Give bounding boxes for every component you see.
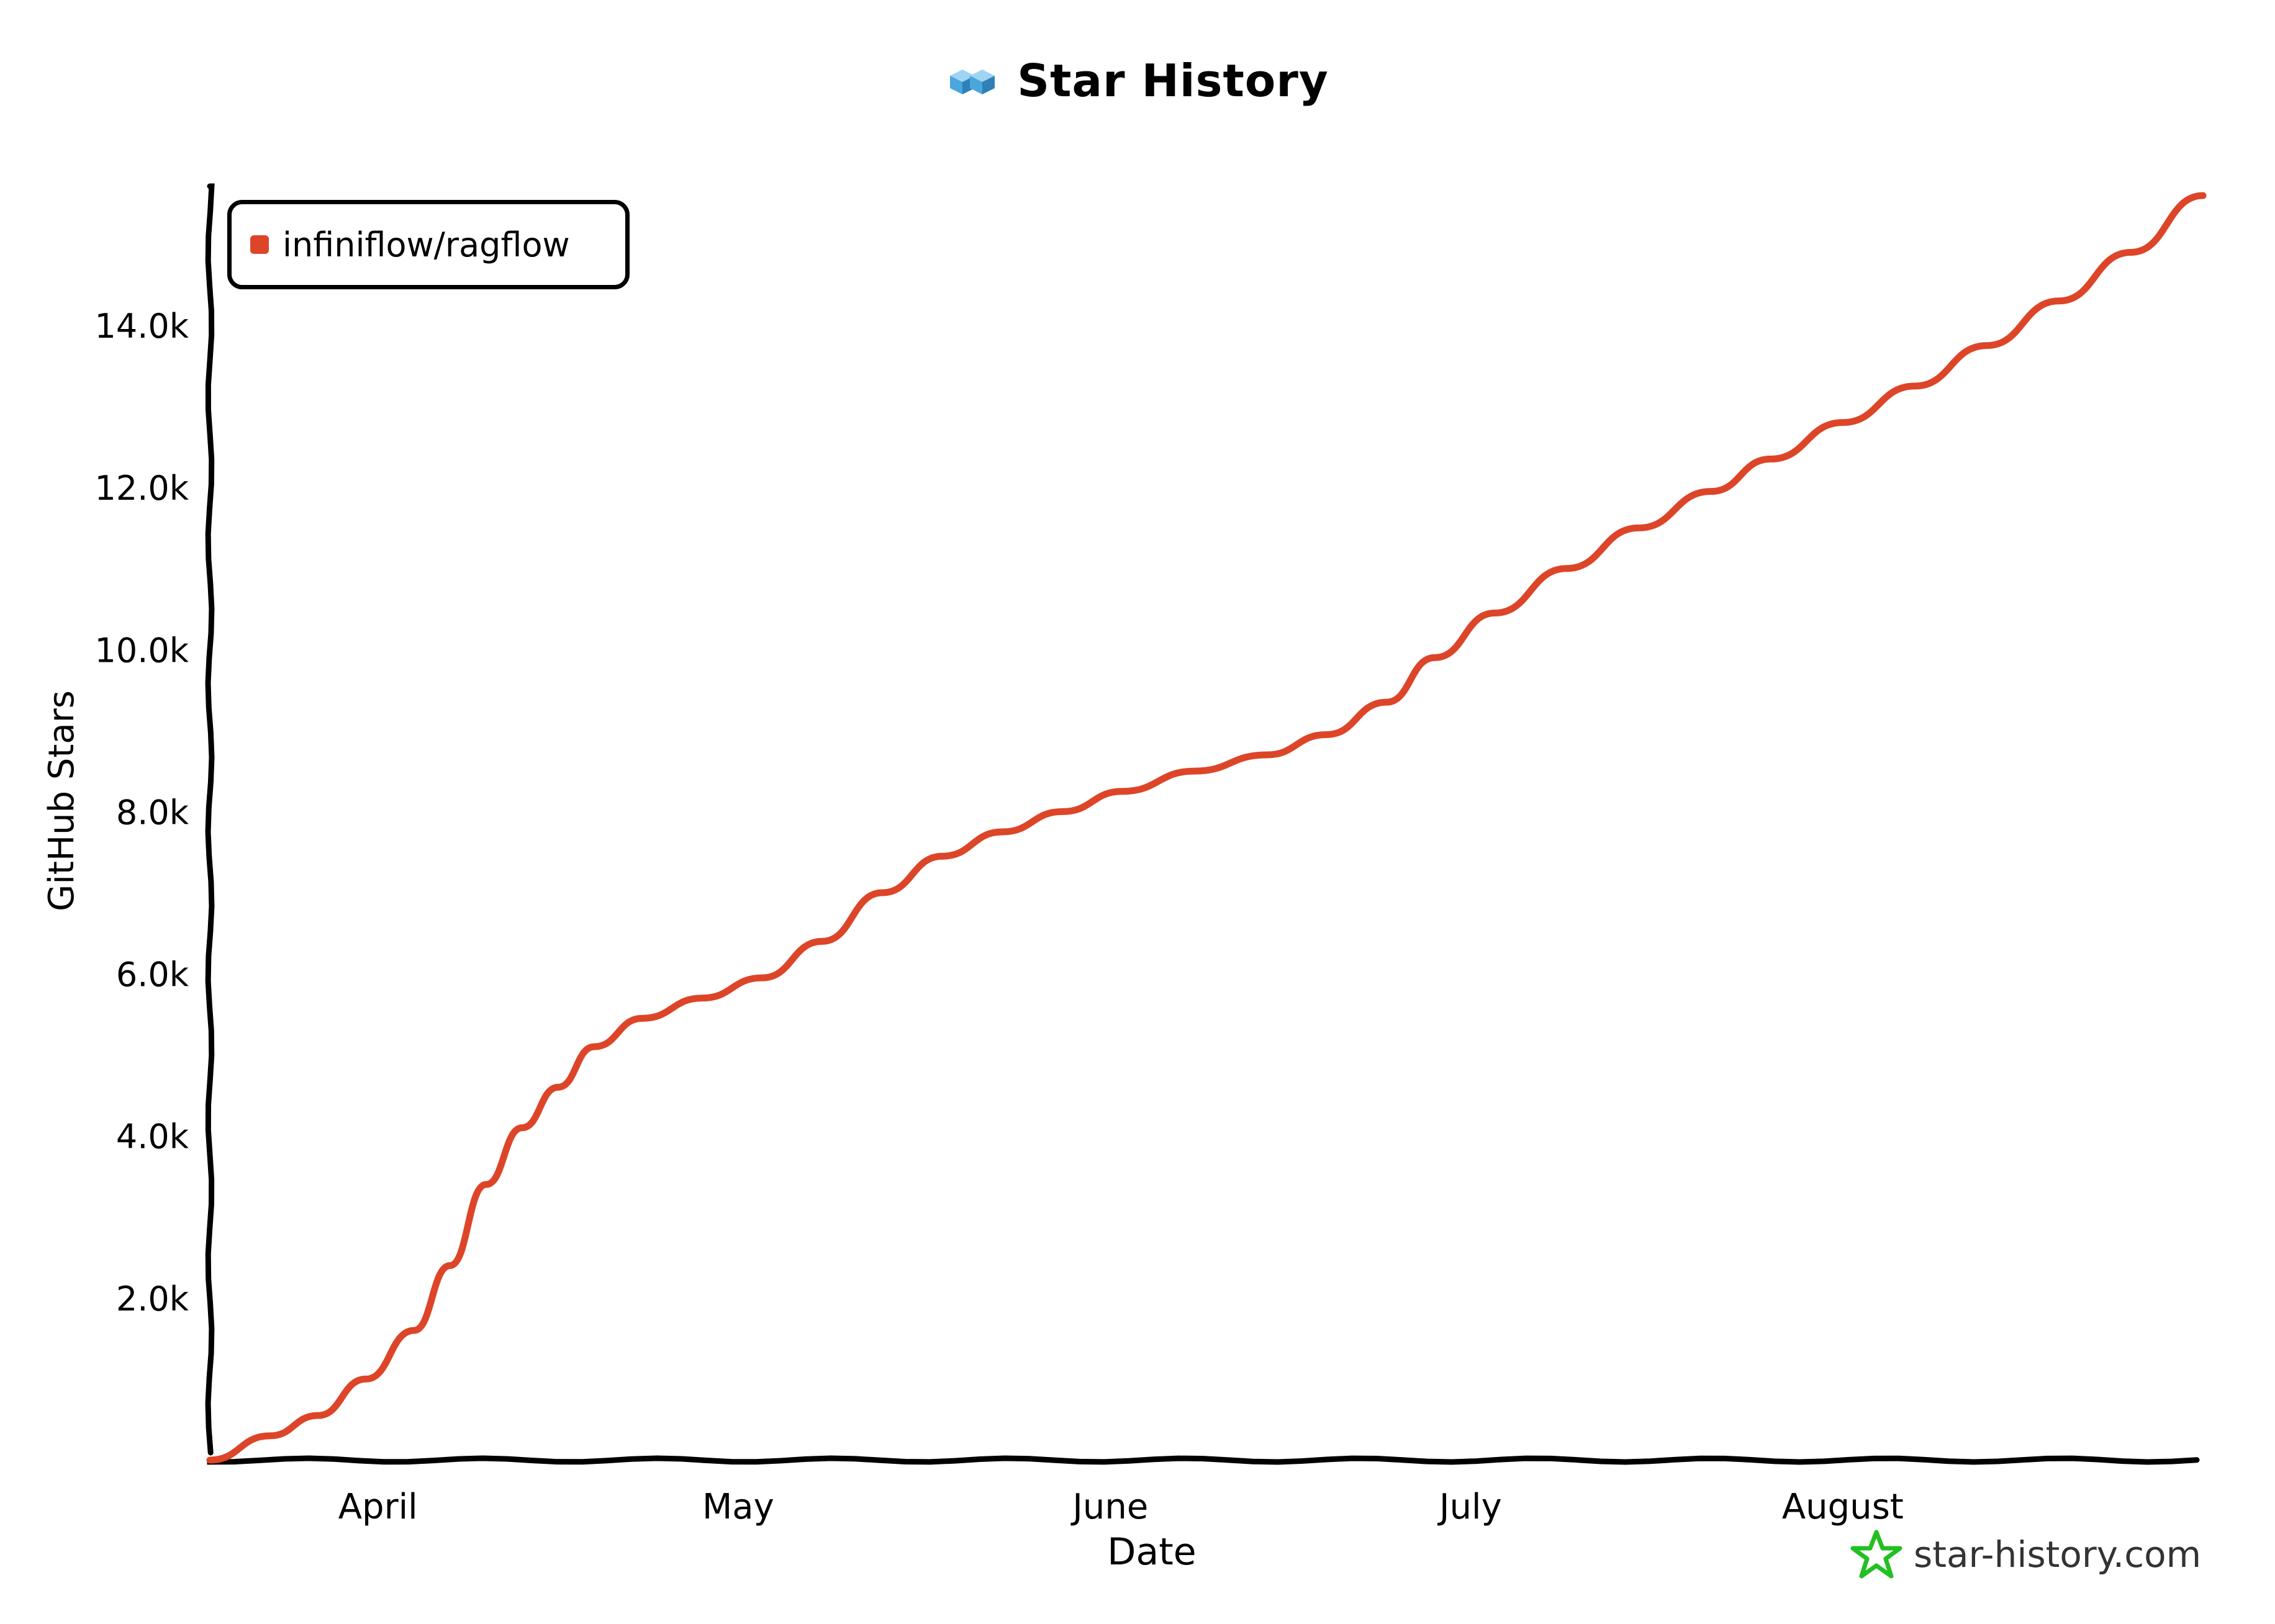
y-tick-label: 6.0k [116,955,189,995]
star-logo-icon [1850,1530,1902,1579]
x-tick-label: May [702,1487,774,1527]
y-tick-label: 14.0k [94,307,189,346]
watermark-text: star-history.com [1914,1533,2202,1576]
y-tick-label: 10.0k [94,631,189,670]
legend: infiniflow/ragflow [227,200,630,289]
series-line-ragflow [206,192,2207,1464]
x-axis-line [207,1455,2200,1465]
x-tick-label: July [1437,1487,1502,1527]
y-tick-label: 2.0k [116,1279,189,1319]
y-axis-label: GitHub Stars [42,690,82,911]
x-tick-label: April [338,1487,418,1527]
y-tick-label: 8.0k [116,793,189,832]
x-axis-ticks: April May June July August [338,1487,1904,1527]
x-axis-label: Date [1107,1530,1196,1574]
legend-label: infiniflow/ragflow [283,225,570,264]
cube-logo-icon [950,70,995,94]
y-tick-label: 4.0k [116,1117,189,1157]
axes [205,183,2200,1465]
x-tick-label: August [1782,1487,1904,1527]
watermark[interactable]: star-history.com [1850,1528,2201,1581]
chart-title: Star History [1017,55,1329,107]
y-axis-line [205,183,215,1456]
series-layer [206,192,2207,1464]
y-axis-ticks: 2.0k 4.0k 6.0k 8.0k 10.0k 12.0k 14.0k [94,307,189,1319]
x-tick-label: June [1070,1487,1148,1527]
chart-title-row: Star History [0,55,2275,107]
y-tick-label: 12.0k [94,469,189,508]
legend-swatch [250,235,269,254]
